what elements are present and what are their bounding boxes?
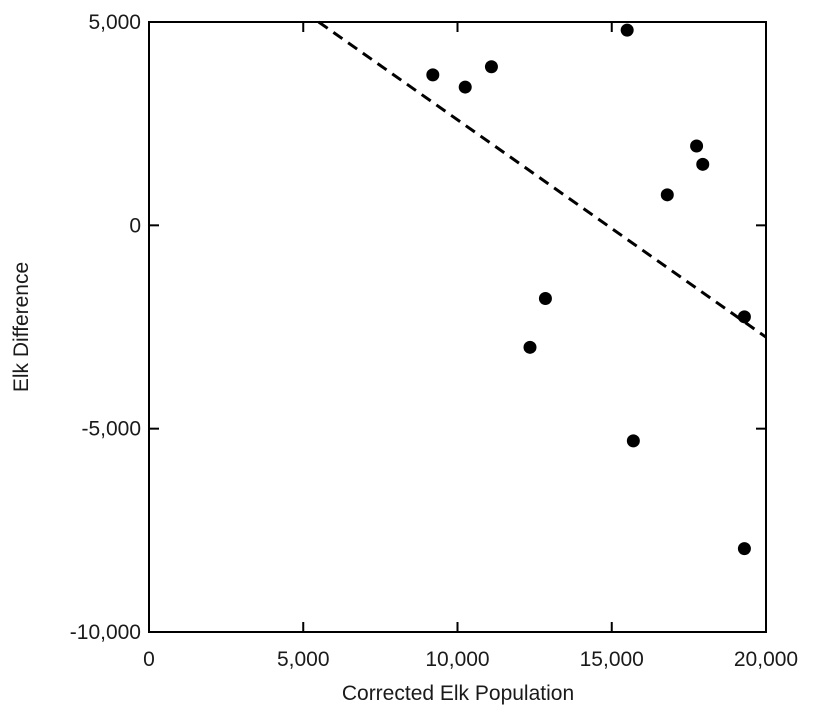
data-point	[523, 340, 537, 354]
x-tick-label: 5,000	[277, 648, 330, 671]
data-point	[690, 139, 704, 153]
data-point	[737, 542, 751, 556]
data-point	[458, 80, 472, 94]
data-point	[484, 60, 498, 74]
x-tick-label: 20,000	[734, 648, 798, 671]
y-axis-title: Elk Difference	[10, 262, 33, 392]
data-point	[696, 157, 710, 171]
y-tick-label: -10,000	[70, 621, 141, 644]
data-point	[538, 292, 552, 306]
y-tick-label: -5,000	[81, 418, 141, 441]
x-axis-title: Corrected Elk Population	[342, 682, 574, 705]
y-axis-ticks: 5,000 0 -5,000 -10,000	[70, 11, 766, 644]
data-point	[626, 434, 640, 448]
x-tick-label: 15,000	[580, 648, 644, 671]
data-point	[426, 68, 440, 82]
y-tick-label: 0	[129, 214, 141, 237]
x-tick-label: 10,000	[425, 648, 489, 671]
data-point	[660, 188, 674, 202]
fit-line	[317, 20, 767, 339]
data-points	[426, 23, 751, 556]
data-point	[737, 310, 751, 324]
x-tick-label: 0	[143, 648, 155, 671]
data-point	[620, 23, 634, 37]
x-axis-ticks: 0 5,000 10,000 15,000 20,000	[143, 22, 798, 671]
fit-line-layer	[317, 20, 767, 339]
plot-frame	[148, 21, 767, 633]
y-tick-label: 5,000	[88, 11, 141, 34]
